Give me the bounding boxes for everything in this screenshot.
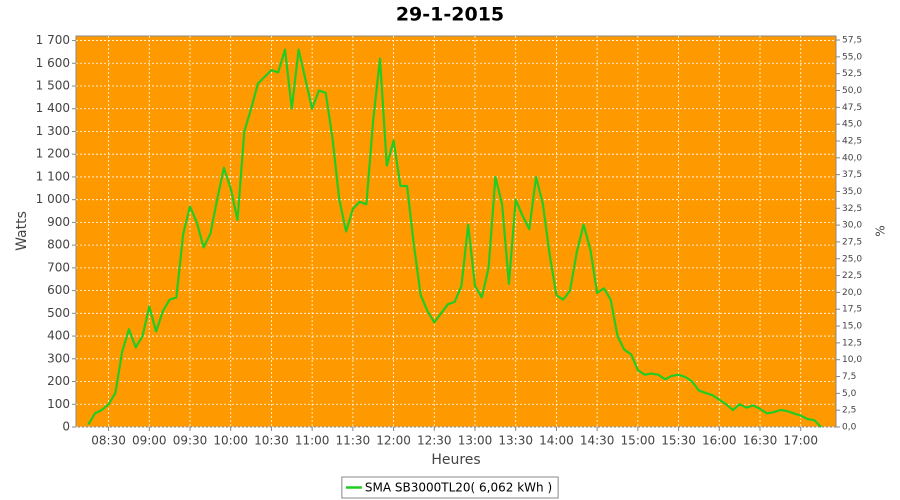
y-tick-label: 200 <box>47 374 70 388</box>
y-axis-label: Watts <box>14 211 30 251</box>
x-tick-label: 11:00 <box>295 434 330 448</box>
y-tick-label: 300 <box>47 351 70 365</box>
y2-tick-label: 42,5 <box>842 136 862 146</box>
x-axis-label: Heures <box>431 452 480 468</box>
y2-tick-label: 35,0 <box>842 187 862 197</box>
y2-tick-label: 7,5 <box>842 372 856 382</box>
y2-tick-label: 2,5 <box>842 406 856 416</box>
y-tick-label: 900 <box>47 215 70 229</box>
y-tick-label: 600 <box>47 283 70 297</box>
y2-tick-label: 10,0 <box>842 355 862 365</box>
y2-tick-label: 15,0 <box>842 322 862 332</box>
y2-tick-label: 25,0 <box>842 254 862 264</box>
chart-title: 29-1-2015 <box>396 4 504 26</box>
y2-tick-label: 27,5 <box>842 237 862 247</box>
y2-tick-label: 5,0 <box>842 389 857 399</box>
y2-tick-label: 32,5 <box>842 204 862 214</box>
y-tick-label: 1 000 <box>36 192 70 206</box>
x-tick-label: 12:30 <box>417 434 452 448</box>
plot-area <box>75 35 837 428</box>
y-tick-label: 400 <box>47 329 70 343</box>
x-tick-label: 16:00 <box>702 434 737 448</box>
x-tick-label: 10:00 <box>213 434 248 448</box>
y2-tick-label: 57,5 <box>842 36 862 46</box>
x-tick-label: 14:00 <box>539 434 574 448</box>
x-tick-label: 17:00 <box>783 434 818 448</box>
y2-tick-label: 0,0 <box>842 423 857 433</box>
x-tick-label: 08:30 <box>91 434 126 448</box>
legend-box <box>341 476 559 499</box>
x-tick-label: 15:30 <box>661 434 696 448</box>
y-tick-label: 800 <box>47 238 70 252</box>
legend: SMA SB3000TL20( 6,062 kWh ) <box>341 476 559 499</box>
y2-tick-label: 40,0 <box>842 153 862 163</box>
x-tick-label: 12:00 <box>376 434 411 448</box>
x-tick-label: 13:00 <box>458 434 493 448</box>
y2-axis-label: % <box>874 225 888 236</box>
y2-tick-label: 52,5 <box>842 69 862 79</box>
y-tick-label: 1 100 <box>36 169 70 183</box>
legend-label: SMA SB3000TL20( 6,062 kWh ) <box>365 481 552 495</box>
x-tick-label: 14:30 <box>580 434 615 448</box>
y2-tick-label: 22,5 <box>842 271 862 281</box>
y-tick-label: 1 400 <box>36 101 70 115</box>
x-tick-label: 09:00 <box>132 434 167 448</box>
y-tick-label: 700 <box>47 260 70 274</box>
y2-tick-label: 17,5 <box>842 305 862 315</box>
y2-tick-label: 12,5 <box>842 338 862 348</box>
x-tick-label: 11:30 <box>336 434 371 448</box>
x-tick-label: 16:30 <box>743 434 778 448</box>
y-tick-label: 1 500 <box>36 79 70 93</box>
y2-tick-label: 55,0 <box>842 52 862 62</box>
x-tick-label: 15:00 <box>621 434 656 448</box>
y-tick-label: 1 300 <box>36 124 70 138</box>
y2-tick-label: 45,0 <box>842 120 862 130</box>
y-tick-label: 1 200 <box>36 147 70 161</box>
x-tick-label: 10:30 <box>254 434 289 448</box>
y2-tick-label: 20,0 <box>842 288 862 298</box>
y-tick-label: 1 700 <box>36 33 70 47</box>
y2-tick-label: 50,0 <box>842 86 862 96</box>
x-tick-label: 13:30 <box>498 434 533 448</box>
y-tick-label: 500 <box>47 306 70 320</box>
y-tick-label: 0 <box>62 420 70 434</box>
x-tick-label: 09:30 <box>173 434 208 448</box>
y2-tick-label: 47,5 <box>842 103 862 113</box>
line-series <box>87 48 822 428</box>
y2-tick-label: 30,0 <box>842 221 862 231</box>
y-tick-label: 1 600 <box>36 56 70 70</box>
y-tick-label: 100 <box>47 397 70 411</box>
y2-tick-label: 37,5 <box>842 170 862 180</box>
